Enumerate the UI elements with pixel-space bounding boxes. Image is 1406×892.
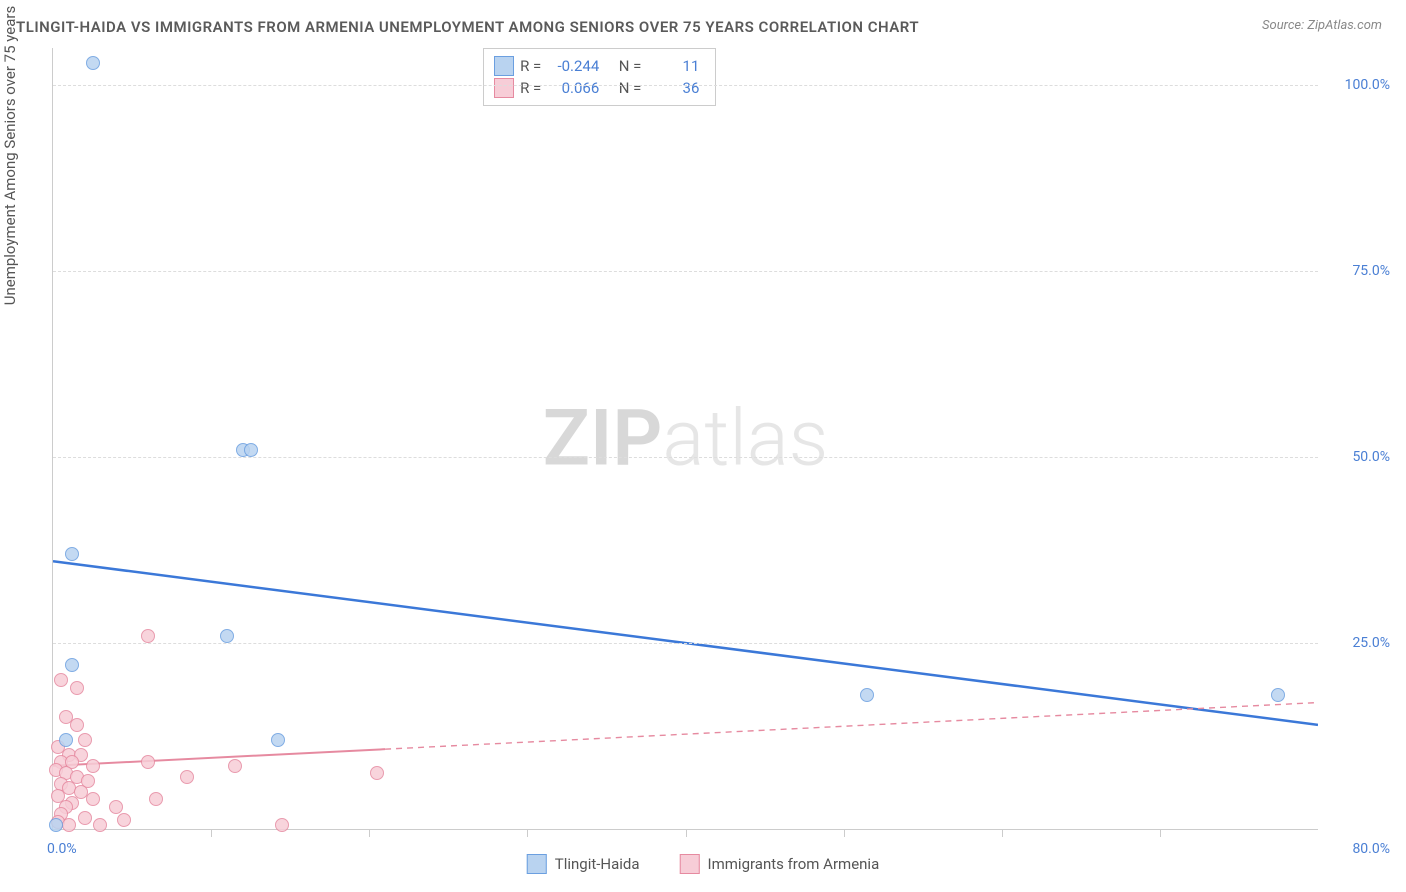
chart-title: TLINGIT-HAIDA VS IMMIGRANTS FROM ARMENIA… (16, 18, 919, 36)
ytick-label: 100.0% (1345, 77, 1390, 93)
data-point (275, 818, 289, 832)
data-point (70, 718, 84, 732)
data-point (220, 629, 234, 643)
data-point (86, 759, 100, 773)
data-point (78, 733, 92, 747)
plot-area: ZIPatlas R = -0.244 N = 11 R = 0.066 N =… (52, 48, 1318, 830)
data-point (370, 766, 384, 780)
data-point (109, 800, 123, 814)
data-point (141, 755, 155, 769)
data-point (65, 658, 79, 672)
data-point (244, 443, 258, 457)
data-point (228, 759, 242, 773)
watermark: ZIPatlas (543, 393, 828, 484)
data-point (54, 673, 68, 687)
watermark-light: atlas (662, 393, 828, 484)
xtick (1002, 829, 1003, 837)
r-value-0: -0.244 (547, 57, 599, 75)
gridline (53, 643, 1318, 644)
n-label: N = (619, 79, 642, 97)
xtick-label-left: 0.0% (47, 841, 77, 857)
data-point (117, 813, 131, 827)
y-axis-label: Unemployment Among Seniors over 75 years (1, 6, 19, 305)
r-label: R = (520, 79, 541, 97)
xtick (1160, 829, 1161, 837)
legend-row: R = -0.244 N = 11 (494, 55, 699, 77)
legend-item: Immigrants from Armenia (680, 854, 880, 874)
data-point (93, 818, 107, 832)
xtick (369, 829, 370, 837)
xtick (844, 829, 845, 837)
n-label: N = (619, 57, 642, 75)
data-point (78, 811, 92, 825)
legend-item: Tlingit-Haida (527, 854, 640, 874)
legend-row: R = 0.066 N = 36 (494, 77, 699, 99)
series-name-0: Tlingit-Haida (555, 855, 640, 873)
ytick-label: 25.0% (1352, 635, 1390, 651)
data-point (1271, 688, 1285, 702)
data-point (86, 56, 100, 70)
n-value-0: 11 (647, 57, 699, 75)
data-point (860, 688, 874, 702)
r-value-1: 0.066 (547, 79, 599, 97)
series-name-1: Immigrants from Armenia (708, 855, 880, 873)
gridline (53, 271, 1318, 272)
watermark-bold: ZIP (543, 393, 663, 484)
gridline (53, 85, 1318, 86)
data-point (65, 547, 79, 561)
data-point (271, 733, 285, 747)
data-point (59, 733, 73, 747)
ytick-label: 75.0% (1352, 263, 1390, 279)
data-point (70, 681, 84, 695)
data-point (141, 629, 155, 643)
stats-legend: R = -0.244 N = 11 R = 0.066 N = 36 (483, 48, 716, 106)
ytick-label: 50.0% (1352, 449, 1390, 465)
trend-lines-svg (53, 48, 1318, 829)
legend-swatch-0b (527, 854, 547, 874)
legend-swatch-0 (494, 56, 514, 76)
xtick-label-right: 80.0% (1352, 841, 1390, 857)
gridline (53, 457, 1318, 458)
r-label: R = (520, 57, 541, 75)
xtick (686, 829, 687, 837)
data-point (86, 792, 100, 806)
data-point (62, 818, 76, 832)
source-label: Source: ZipAtlas.com (1262, 18, 1382, 33)
xtick (211, 829, 212, 837)
data-point (180, 770, 194, 784)
series-legend: Tlingit-Haida Immigrants from Armenia (527, 854, 880, 874)
n-value-1: 36 (647, 79, 699, 97)
xtick (527, 829, 528, 837)
legend-swatch-1b (680, 854, 700, 874)
data-point (49, 818, 63, 832)
legend-swatch-1 (494, 78, 514, 98)
data-point (149, 792, 163, 806)
